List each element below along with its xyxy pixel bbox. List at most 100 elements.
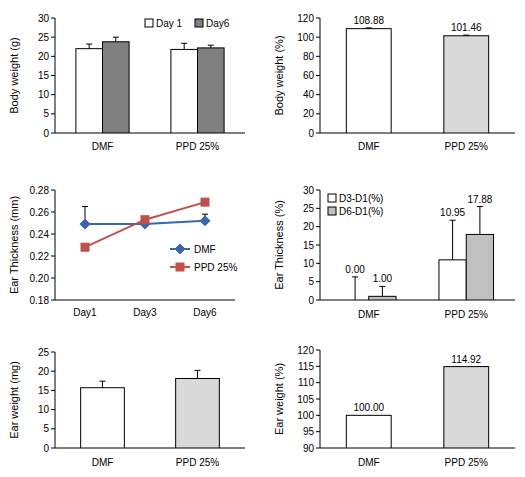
x-tick-label: DMF	[358, 141, 380, 152]
error-bar-stem	[382, 286, 383, 296]
error-bar-stem	[102, 381, 103, 388]
error-bar	[113, 37, 119, 42]
y-tick-label: 15	[303, 240, 315, 251]
figure: Body weight (g)051015202530DMFPPD 25%Day…	[0, 0, 525, 477]
y-tick-label: 120	[297, 345, 314, 356]
error-bar-cap	[477, 206, 483, 207]
bar	[369, 296, 396, 300]
y-tick	[51, 448, 55, 449]
error-bar-cap	[113, 37, 119, 38]
y-tick-label: 80	[303, 51, 315, 62]
y-tick	[51, 390, 55, 391]
y-tick	[316, 448, 320, 449]
y-tick	[51, 278, 55, 279]
y-tick-label: 0	[43, 443, 49, 454]
y-axis-label: Ear weight (mg)	[8, 361, 20, 439]
error-bar	[463, 35, 469, 37]
y-tick	[316, 281, 320, 282]
y-tick	[51, 18, 55, 19]
y-tick-label: 5	[308, 276, 314, 287]
y-axis-line	[320, 190, 321, 300]
error-bar	[366, 27, 372, 29]
error-bar-stem	[184, 43, 185, 49]
y-tick	[51, 133, 55, 134]
y-tick	[316, 431, 320, 432]
x-tick-label: DMF	[358, 309, 380, 320]
error-bar	[208, 45, 214, 48]
y-tick-label: 60	[303, 70, 315, 81]
y-tick-label: 0.24	[30, 229, 50, 240]
y-tick-label: 95	[303, 426, 315, 437]
error-bar	[352, 277, 358, 300]
x-tick-label: Day6	[193, 307, 217, 318]
error-bar-cap	[366, 27, 372, 28]
error-bar	[195, 370, 201, 378]
error-bar-stem	[355, 277, 356, 300]
error-bar-cap	[208, 45, 214, 46]
bar	[346, 415, 391, 448]
y-tick-label: 0.18	[30, 295, 50, 306]
y-tick	[51, 94, 55, 95]
y-axis-line	[55, 352, 56, 448]
y-tick	[316, 263, 320, 264]
bar	[444, 367, 489, 448]
y-tick-label: 105	[297, 394, 314, 405]
y-tick-label: 0.22	[30, 251, 50, 262]
y-tick	[316, 350, 320, 351]
y-tick-label: 20	[303, 221, 315, 232]
bar	[346, 29, 391, 133]
x-tick-label: DMF	[92, 457, 114, 468]
legend-swatch	[195, 19, 203, 27]
point	[200, 216, 210, 226]
y-tick	[51, 37, 55, 38]
data-label: 101.46	[451, 22, 482, 33]
legend-label: Day6	[206, 18, 230, 29]
error-bar-stem	[452, 220, 453, 260]
y-tick-label: 25	[38, 347, 50, 358]
error-bar-cap	[181, 43, 187, 44]
plot-area	[81, 370, 220, 448]
legend-label: D6-D1(%)	[339, 206, 383, 217]
y-tick-label: 0	[308, 295, 314, 306]
y-tick	[316, 245, 320, 246]
error-bar	[379, 286, 385, 296]
y-tick	[316, 366, 320, 367]
x-axis-line	[55, 300, 235, 301]
y-tick-label: 100	[297, 410, 314, 421]
error-bar-cap	[352, 276, 358, 277]
legend-swatch	[328, 194, 336, 202]
y-tick	[51, 234, 55, 235]
plot-area	[346, 367, 488, 448]
y-axis-line	[320, 18, 321, 133]
error-bar	[181, 43, 187, 49]
legend-label: DMF	[194, 244, 216, 255]
error-bar-stem	[89, 44, 90, 49]
error-bar	[477, 207, 483, 235]
y-tick	[316, 382, 320, 383]
y-tick	[51, 190, 55, 191]
y-tick-label: 10	[38, 404, 50, 415]
bar	[171, 49, 198, 133]
point	[81, 243, 89, 251]
legend-marker	[176, 263, 184, 271]
x-tick-label: PPD 25%	[176, 141, 219, 152]
y-tick-label: 0.26	[30, 207, 50, 218]
x-tick-label: DMF	[92, 141, 114, 152]
plot-area	[80, 198, 210, 251]
y-tick	[51, 256, 55, 257]
y-tick-label: 25	[303, 203, 315, 214]
y-axis-line	[55, 18, 56, 133]
data-label: 0.00	[345, 264, 365, 275]
plot-area	[76, 37, 224, 133]
error-bar-cap	[202, 214, 208, 215]
error-bar-stem	[197, 370, 198, 378]
y-tick-label: 0	[308, 128, 314, 139]
point	[201, 198, 209, 206]
x-tick-label: Day3	[133, 307, 157, 318]
error-bar-cap	[100, 381, 106, 382]
y-axis-line	[320, 350, 321, 448]
error-bar-cap	[379, 286, 385, 287]
y-tick-label: 0.20	[30, 273, 50, 284]
y-tick	[316, 18, 320, 19]
y-tick-label: 10	[38, 89, 50, 100]
